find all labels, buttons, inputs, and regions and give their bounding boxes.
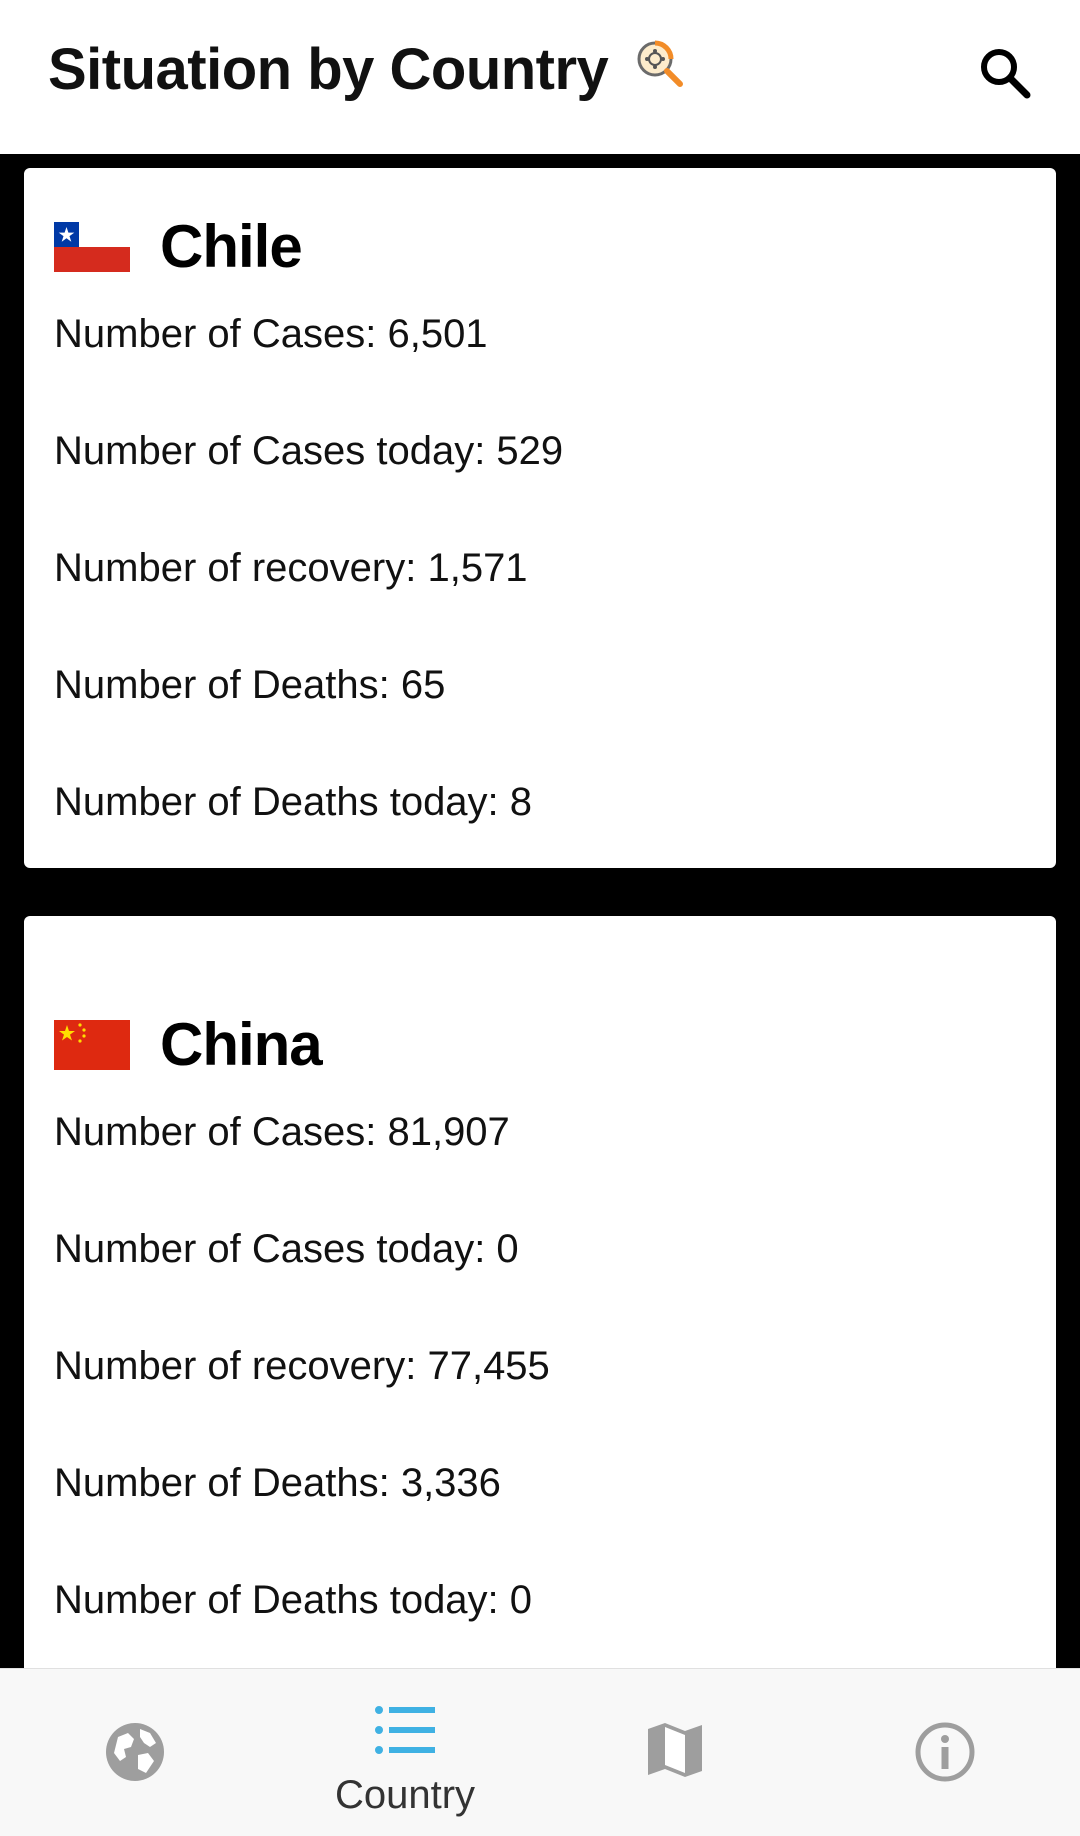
deaths-today-stat: Number of Deaths today: 0 (54, 1578, 533, 1622)
nav-item-map[interactable] (540, 1669, 810, 1836)
cases-stat: Number of Cases: 6,501 (54, 312, 488, 356)
recovery-stat: Number of recovery: 1,571 (54, 546, 528, 590)
chile-flag-icon (54, 221, 130, 272)
map-icon (648, 1723, 702, 1777)
search-icon (981, 49, 1031, 99)
country-list[interactable]: Chile Number of Cases: 6,501 Number of C… (0, 154, 1080, 1668)
country-card-chile[interactable]: Chile Number of Cases: 6,501 Number of C… (24, 168, 1056, 868)
country-name: China (160, 1011, 323, 1078)
search-button[interactable] (970, 38, 1040, 108)
cases-today-stat: Number of Cases today: 529 (54, 429, 564, 473)
list-icon (375, 1706, 435, 1754)
country-card-china[interactable]: China Number of Cases: 81,907 Number of … (24, 916, 1056, 1668)
recovery-stat: Number of recovery: 77,455 (54, 1344, 550, 1388)
country-name: Chile (160, 213, 303, 280)
deaths-stat: Number of Deaths: 3,336 (54, 1461, 501, 1505)
deaths-today-stat: Number of Deaths today: 8 (54, 780, 533, 824)
virus-search-logo-icon (634, 38, 686, 90)
globe-icon (106, 1723, 164, 1781)
cases-stat: Number of Cases: 81,907 (54, 1110, 510, 1154)
info-icon (915, 1722, 975, 1782)
china-flag-icon (54, 1019, 130, 1070)
deaths-stat: Number of Deaths: 65 (54, 663, 446, 707)
nav-item-info[interactable] (810, 1669, 1080, 1836)
cases-today-stat: Number of Cases today: 0 (54, 1227, 519, 1271)
country-header: China (54, 1010, 323, 1079)
app-bar: Situation by Country (0, 0, 1080, 154)
nav-item-country[interactable]: Country (270, 1669, 540, 1836)
bottom-navigation: Country (0, 1668, 1080, 1836)
nav-label-country: Country (334, 1773, 476, 1817)
page-title: Situation by Country (48, 37, 609, 102)
nav-item-global[interactable] (0, 1669, 270, 1836)
country-header: Chile (54, 212, 303, 281)
